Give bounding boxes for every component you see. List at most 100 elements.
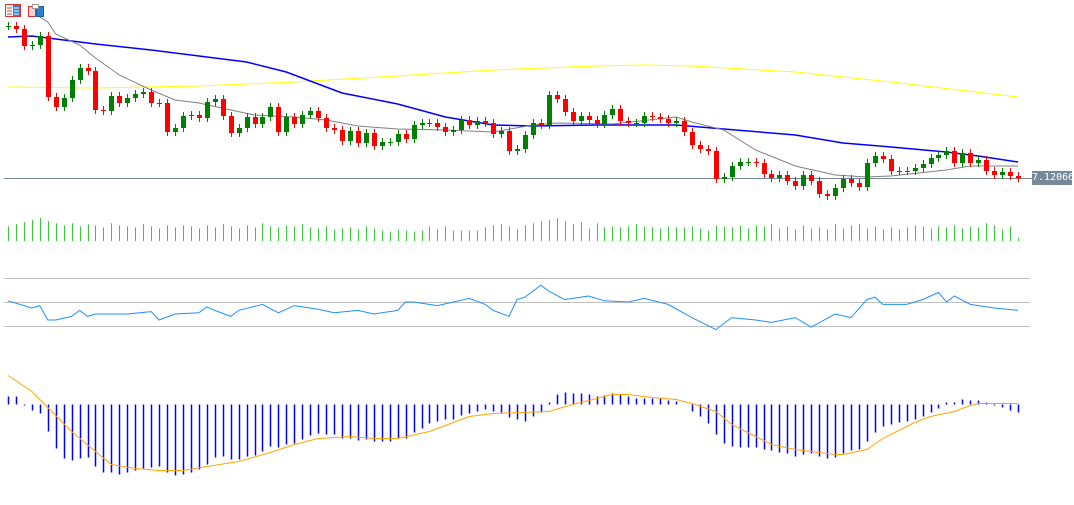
tile-windows-icon[interactable] [28, 4, 44, 17]
bullish-candle [141, 88, 146, 98]
candle-body [523, 135, 528, 149]
candle-body [6, 26, 11, 27]
candle-body [650, 116, 655, 117]
volume-panel [8, 218, 1019, 241]
bearish-candle [404, 130, 409, 143]
candle-body [483, 121, 488, 123]
candle-body [722, 177, 727, 179]
bullish-candle [936, 151, 941, 162]
current-price-label: 7.12066 [1032, 171, 1074, 185]
bullish-candle [260, 113, 265, 128]
bearish-candle [698, 141, 703, 153]
bearish-candle [809, 171, 814, 185]
bullish-candle [109, 92, 114, 115]
candle-body [905, 171, 910, 172]
candle-body [730, 166, 735, 177]
bullish-candle [412, 121, 417, 143]
bearish-candle [14, 22, 19, 33]
candle-body [396, 134, 401, 142]
candle-body [14, 26, 19, 29]
candle-body [738, 162, 743, 166]
chart-toolbar [5, 4, 44, 17]
candle-body [777, 175, 782, 178]
candle-body [420, 123, 425, 125]
candle-body [531, 123, 536, 135]
bearish-candle [165, 99, 170, 136]
bullish-candle [921, 160, 926, 172]
bearish-candle [650, 112, 655, 121]
bullish-candle [308, 107, 313, 119]
bullish-candle [913, 164, 918, 175]
bullish-candle [364, 129, 369, 147]
bearish-candle [276, 103, 281, 136]
bearish-candle [555, 91, 560, 103]
candle-body [141, 92, 146, 94]
bullish-candle [905, 167, 910, 175]
candle-body [268, 107, 273, 117]
long-moving-average [7, 64, 1019, 98]
ma-fast-line [39, 16, 1018, 178]
candle-body [372, 133, 377, 146]
candle-body [205, 102, 210, 118]
candle-body [427, 123, 432, 124]
rsi-line [7, 284, 1019, 331]
bullish-candle [730, 162, 735, 181]
bullish-candle [642, 112, 647, 127]
bullish-candle [245, 113, 250, 132]
candle-body [316, 111, 321, 118]
candle-body [54, 97, 59, 107]
bullish-candle [523, 131, 528, 153]
candle-body [801, 175, 806, 186]
bearish-candle [595, 116, 600, 128]
bearish-candle [571, 108, 576, 125]
bullish-candle [459, 116, 464, 134]
bullish-candle [38, 32, 43, 49]
bearish-candle [253, 113, 258, 128]
bearish-candle [356, 127, 361, 147]
bearish-candle [1016, 172, 1021, 183]
candle-body [253, 117, 258, 124]
candle-body [809, 175, 814, 181]
bullish-candle [396, 130, 401, 146]
candle-body [968, 153, 973, 163]
bullish-candle [515, 145, 520, 155]
bearish-candle [491, 119, 496, 138]
candle-body [658, 117, 663, 119]
candle-body [547, 95, 552, 125]
bullish-candle [746, 158, 751, 166]
bearish-candle [682, 117, 687, 136]
candle-body [929, 158, 934, 164]
candle-body [992, 171, 997, 175]
candle-body [634, 123, 639, 124]
candle-body [849, 179, 854, 183]
bearish-candle [332, 124, 337, 134]
bullish-candle [348, 127, 353, 145]
candle-body [936, 155, 941, 158]
bullish-candle [62, 94, 67, 111]
bearish-candle [46, 32, 51, 101]
candle-body [746, 162, 751, 163]
bearish-candle [857, 179, 862, 191]
candle-body [952, 151, 957, 163]
bearish-candle [889, 155, 894, 175]
bullish-candle [976, 156, 981, 167]
candle-body [817, 181, 822, 194]
bearish-candle [714, 147, 719, 183]
bearish-candle [435, 119, 440, 131]
bearish-candle [849, 175, 854, 187]
candle-body [125, 98, 130, 103]
candle-body [181, 116, 186, 128]
candle-body [563, 99, 568, 112]
candle-body [62, 98, 67, 107]
bearish-candle [881, 152, 886, 163]
candle-body [380, 142, 385, 146]
ma-long-line [7, 64, 1019, 98]
candle-body [944, 151, 949, 155]
bullish-candle [602, 111, 607, 128]
chart-window-icon[interactable] [5, 4, 21, 17]
bullish-candle [125, 94, 130, 107]
bullish-candle [451, 126, 456, 136]
candle-body [86, 68, 91, 71]
bearish-candle [316, 107, 321, 122]
